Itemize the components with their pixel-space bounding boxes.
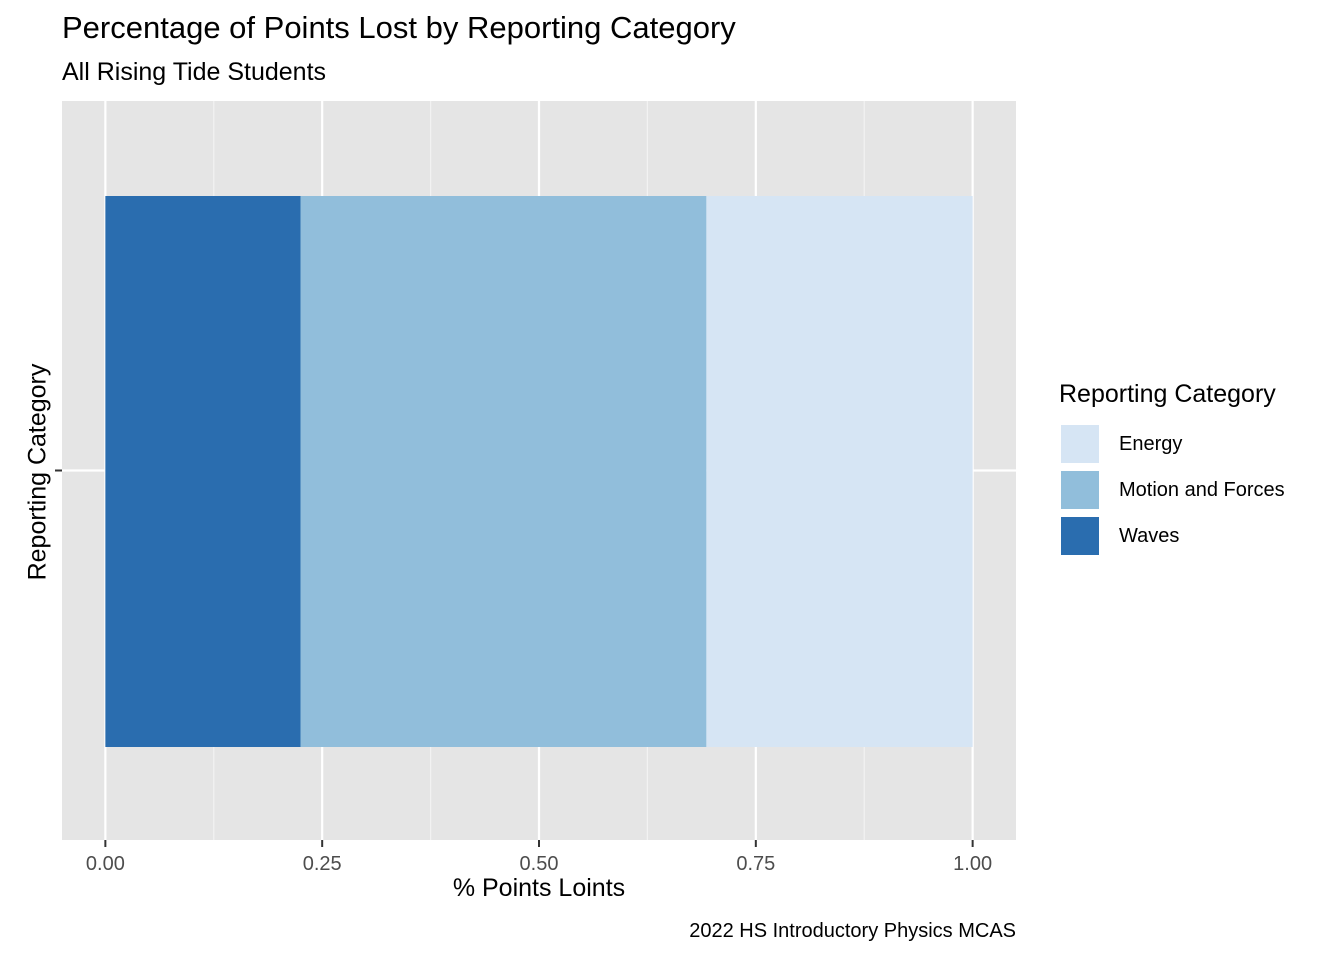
legend-item-motion-and-forces: Motion and Forces xyxy=(1059,467,1285,513)
chart-subtitle: All Rising Tide Students xyxy=(62,58,327,86)
y-axis-label: Reporting Category xyxy=(23,363,52,581)
bar-segment-motion-and-forces xyxy=(300,196,707,747)
x-tick-label: 0.50 xyxy=(520,853,559,875)
legend-label-waves: Waves xyxy=(1119,524,1180,547)
x-axis-label: % Points Loints xyxy=(452,874,626,902)
legend-label-motion-and-forces: Motion and Forces xyxy=(1119,478,1285,501)
bar-segment-waves xyxy=(105,196,301,747)
chart-title: Percentage of Points Lost by Reporting C… xyxy=(62,10,736,45)
legend: Reporting Category Energy Motion and For… xyxy=(1059,380,1285,559)
legend-key-energy xyxy=(1059,423,1101,465)
legend-item-energy: Energy xyxy=(1059,421,1285,467)
x-tick-label: 0.75 xyxy=(736,853,775,875)
x-tick-label: 0.25 xyxy=(303,853,342,875)
x-tick-label: 1.00 xyxy=(953,853,992,875)
chart-caption: 2022 HS Introductory Physics MCAS xyxy=(689,920,1016,942)
legend-title: Reporting Category xyxy=(1059,380,1276,408)
bar-segment-energy xyxy=(706,196,973,747)
legend-key-motion-and-forces xyxy=(1059,469,1101,511)
x-tick-label: 0.00 xyxy=(86,853,125,875)
legend-item-waves: Waves xyxy=(1059,513,1285,559)
legend-key-waves xyxy=(1059,515,1101,557)
legend-label-energy: Energy xyxy=(1119,432,1183,455)
